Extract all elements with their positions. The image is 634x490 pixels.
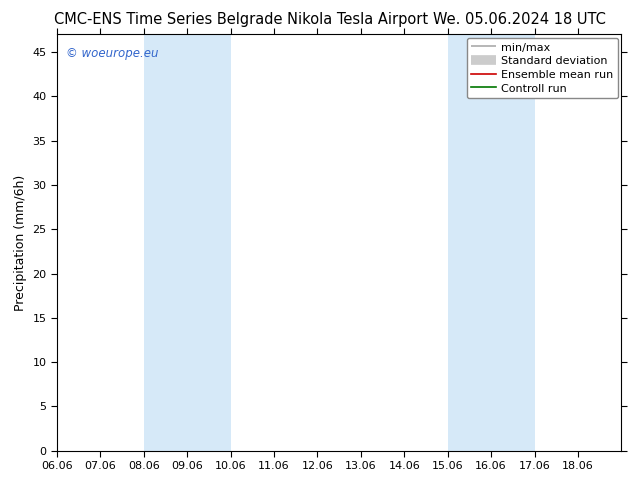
Bar bbox=[144, 34, 231, 451]
Legend: min/max, Standard deviation, Ensemble mean run, Controll run: min/max, Standard deviation, Ensemble me… bbox=[467, 38, 618, 98]
Bar bbox=[448, 34, 534, 451]
Y-axis label: Precipitation (mm/6h): Precipitation (mm/6h) bbox=[14, 174, 27, 311]
Text: We. 05.06.2024 18 UTC: We. 05.06.2024 18 UTC bbox=[434, 12, 606, 27]
Text: CMC-ENS Time Series Belgrade Nikola Tesla Airport: CMC-ENS Time Series Belgrade Nikola Tesl… bbox=[54, 12, 428, 27]
Text: © woeurope.eu: © woeurope.eu bbox=[65, 47, 158, 60]
